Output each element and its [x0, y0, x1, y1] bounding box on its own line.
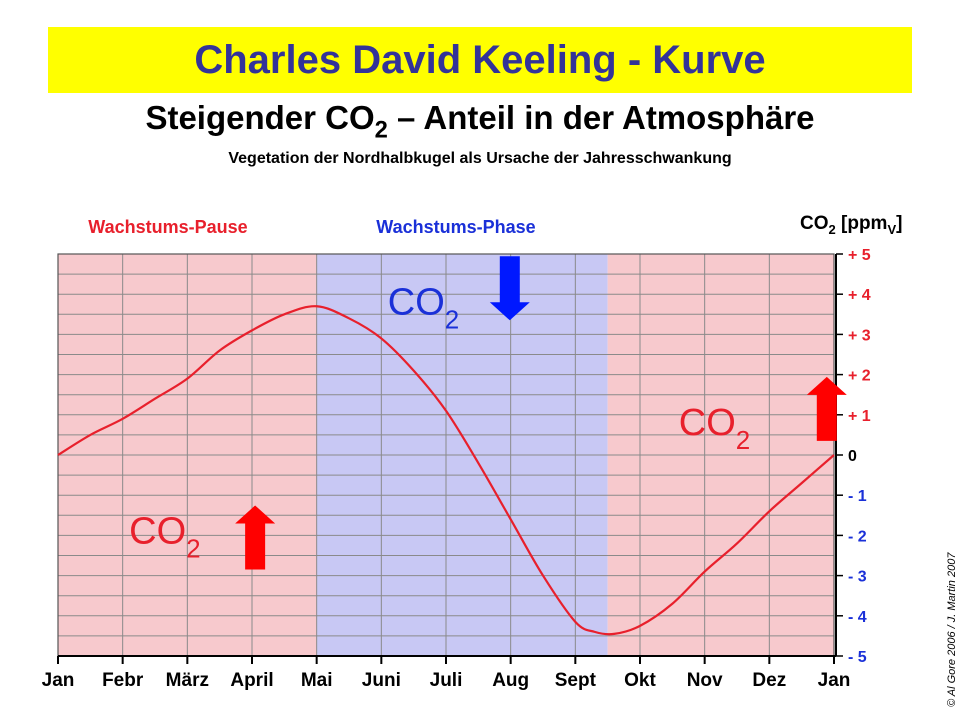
co2-annotation-label: CO2 — [679, 402, 750, 455]
y-tick-label: - 4 — [848, 609, 867, 626]
chart-title: Charles David Keeling - Kurve — [194, 37, 766, 82]
x-tick-label: Jan — [42, 670, 75, 691]
region-label: Wachstums-Phase — [376, 217, 535, 237]
y-tick-label: - 3 — [848, 569, 867, 586]
x-tick-label: Juli — [430, 670, 463, 691]
x-tick-label: April — [230, 670, 273, 691]
x-tick-label: Febr — [102, 670, 144, 691]
y-tick-label: + 4 — [848, 287, 871, 304]
region-label: Wachstums-Pause — [88, 217, 247, 237]
arrow-down-icon — [489, 256, 530, 321]
y-tick-label: - 2 — [848, 528, 867, 545]
y-axis-label: CO2 [ppmV] — [800, 213, 902, 237]
chart-subtitle: Steigender CO2 – Anteil in der Atmosphär… — [0, 99, 960, 144]
co2-annotation-label: CO2 — [129, 510, 200, 563]
y-tick-label: + 2 — [848, 368, 871, 385]
x-tick-label: Mai — [301, 670, 333, 691]
x-tick-label: Nov — [687, 670, 723, 691]
copyright-note: © Al Gore 2006 / J. Martin 2007 — [946, 552, 958, 707]
arrow-up-icon — [806, 376, 847, 441]
x-tick-label: Dez — [752, 670, 786, 691]
y-tick-label: - 1 — [848, 488, 867, 505]
x-tick-label: Okt — [624, 670, 656, 691]
y-tick-label: 0 — [848, 448, 857, 465]
subtitle-subscript: 2 — [374, 116, 388, 144]
chart-caption: Vegetation der Nordhalbkugel als Ursache… — [228, 150, 732, 167]
y-tick-label: + 5 — [848, 247, 871, 264]
y-tick-label: + 3 — [848, 327, 871, 344]
subtitle-text-end: – Anteil in der Atmosphäre — [387, 99, 815, 136]
x-tick-label: Juni — [362, 670, 401, 691]
co2-annotation-label: CO2 — [388, 281, 459, 334]
x-tick-label: Aug — [492, 670, 529, 691]
x-tick-label: Jan — [818, 670, 851, 691]
arrow-up-icon — [235, 505, 276, 570]
y-tick-label: + 1 — [848, 408, 871, 425]
y-tick-label: - 5 — [848, 649, 867, 666]
co2-curve — [57, 305, 835, 636]
title-banner: Charles David Keeling - Kurve — [48, 27, 912, 93]
subtitle-text: Steigender CO — [145, 99, 375, 136]
x-tick-label: Sept — [555, 670, 597, 691]
x-tick-label: März — [166, 670, 209, 691]
